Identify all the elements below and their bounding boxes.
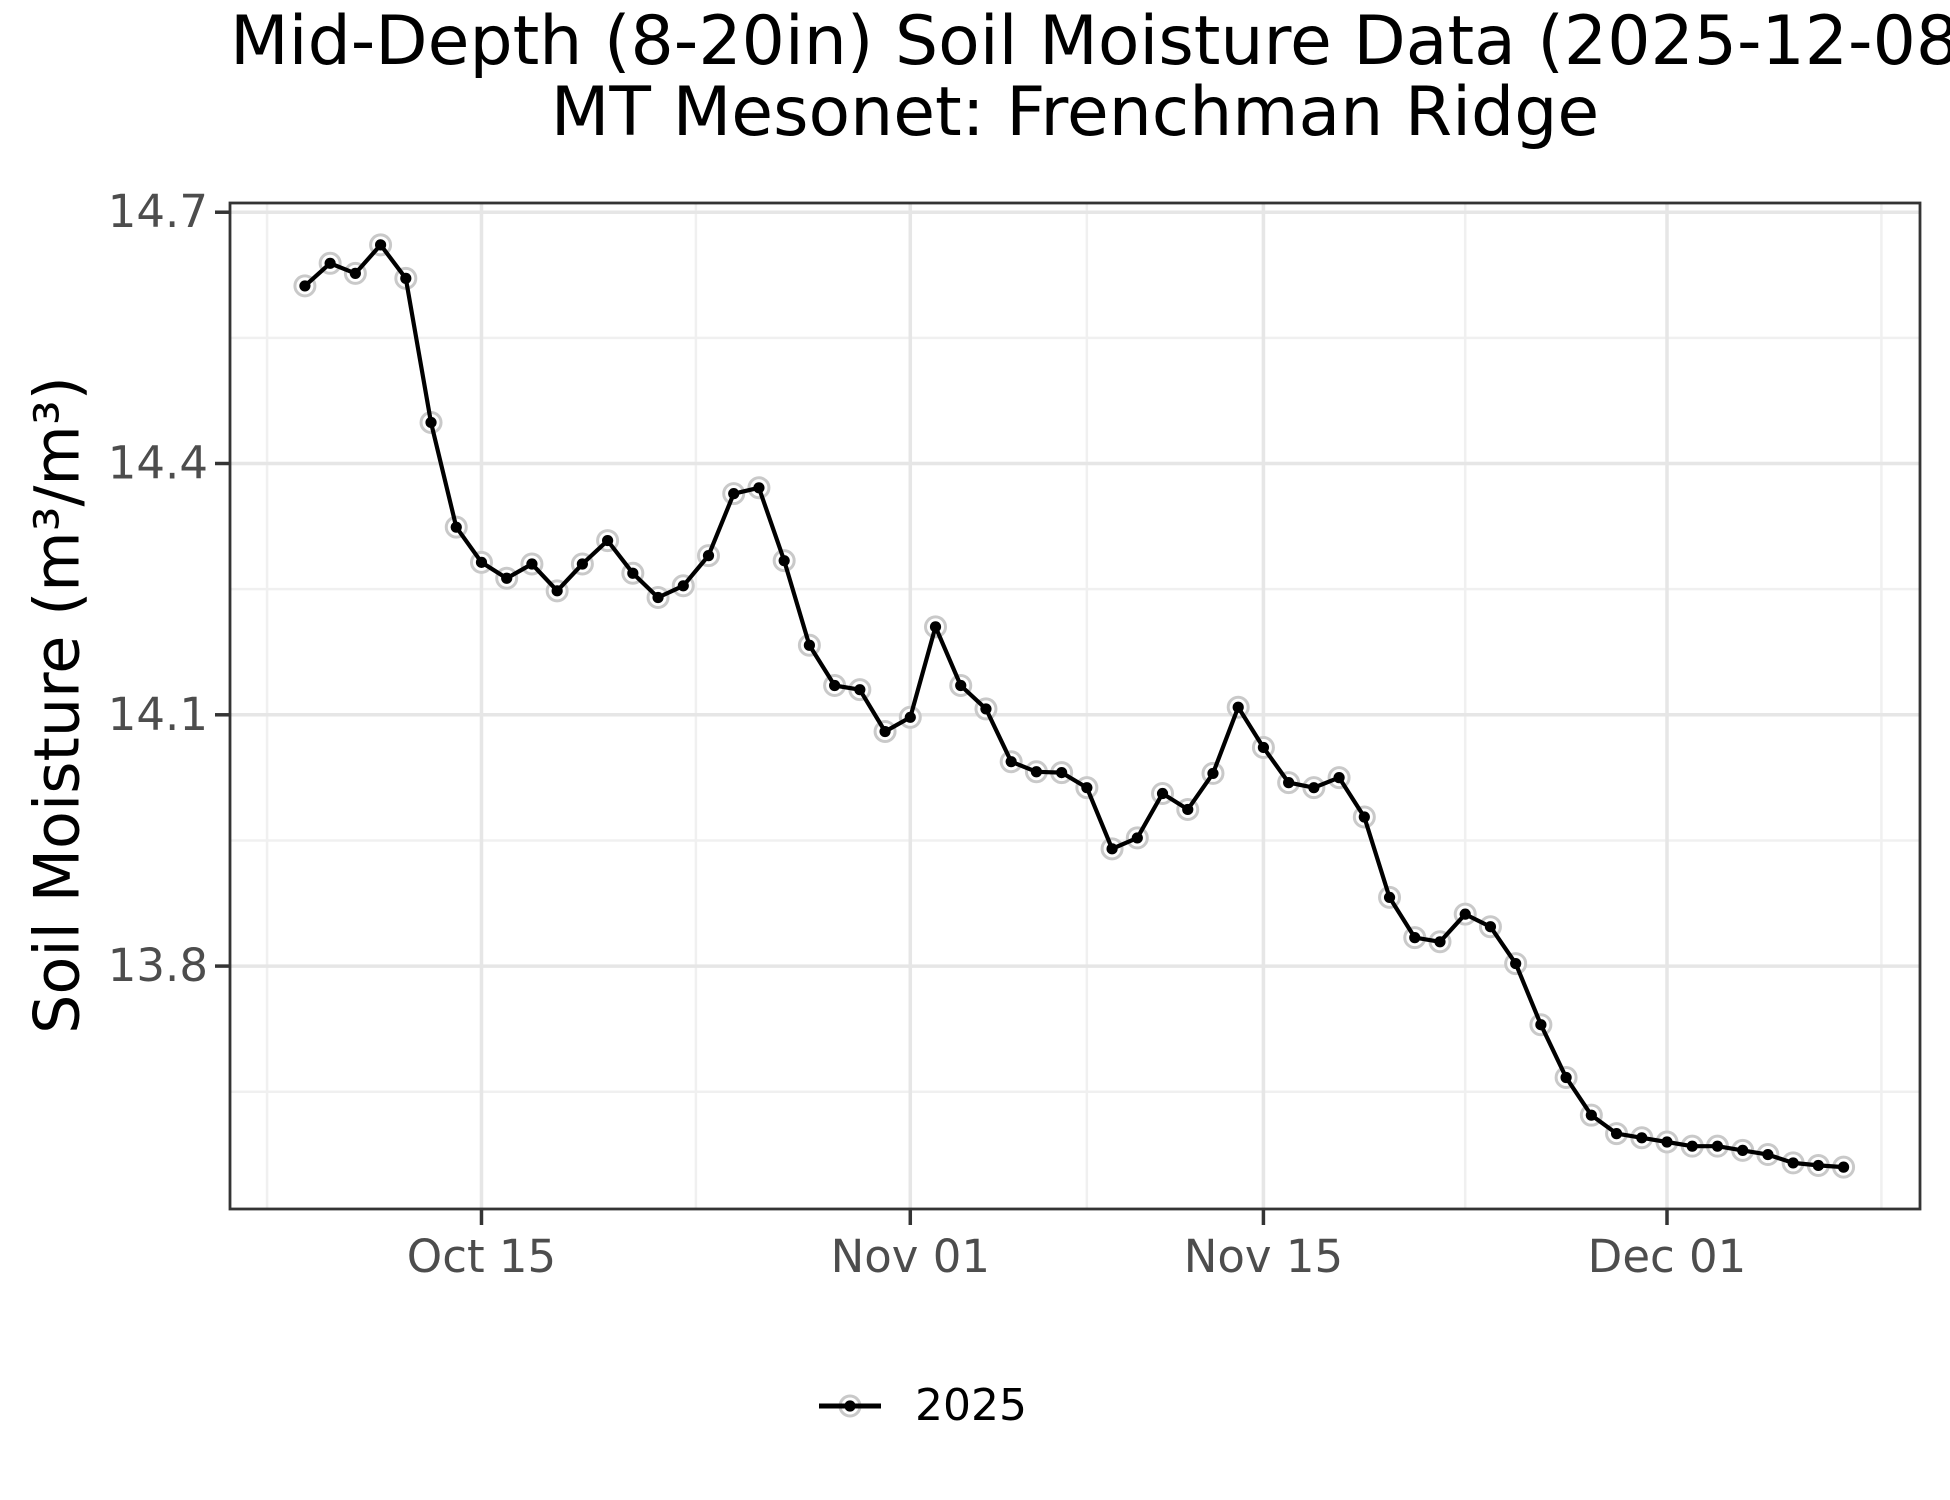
data-point [1459,908,1471,920]
data-point [299,280,311,292]
data-point [1383,891,1396,903]
minor-gridlines [230,203,1920,1209]
data-point [1661,1136,1673,1148]
data-point [450,521,462,533]
chart-subtitle: MT Mesonet: Frenchman Ridge [550,73,1600,152]
data-point [1409,932,1421,944]
series-line [303,242,1844,1170]
panel-background [230,203,1920,1209]
data-point [1762,1148,1774,1161]
legend-key [819,1394,882,1418]
title-block: Mid-Depth (8-20in) Soil Moisture Data (2… [230,2,1950,152]
data-point [627,567,639,579]
data-point [1333,772,1345,784]
data-point [400,272,412,284]
data-point [829,679,841,692]
data-point [980,703,992,715]
data-point [475,556,488,568]
legend-label: 2025 [915,1380,1027,1431]
panel-rect [230,203,1920,1209]
data-point [1106,843,1118,855]
panel-frame [228,201,1922,1211]
data-point [1005,756,1017,768]
data-point [1812,1159,1824,1172]
y-tick-label: 14.4 [108,437,208,490]
data-point [753,482,765,494]
data-point [677,580,689,592]
axis-ticks [215,210,1669,1225]
data-point [324,257,336,269]
data-point [526,558,538,570]
data-point [1434,936,1446,948]
data-point [1636,1132,1648,1144]
data-point [955,679,967,692]
panel-border [228,201,1922,1211]
data-point [349,267,361,279]
data-point [1131,832,1143,844]
data-point [1610,1128,1623,1140]
point-markers [299,239,1850,1173]
major-gridlines [230,203,1920,1209]
data-point [1686,1140,1698,1152]
data-point [929,621,942,633]
data-point [1484,921,1497,933]
data-point [1585,1109,1597,1121]
data-point [602,534,614,547]
data-point [1182,803,1194,816]
data-point [374,239,387,251]
x-tick-label: Nov 15 [1184,1230,1343,1283]
data-point [702,550,715,562]
data-point [1787,1157,1799,1169]
data-point [501,572,513,584]
data-point [1257,741,1270,754]
data-point [1837,1161,1850,1173]
data-point [1081,782,1093,794]
series-lines [303,242,1844,1170]
chart-title: Mid-Depth (8-20in) Soil Moisture Data (2… [230,2,1950,81]
data-point [652,591,664,604]
data-point [1711,1140,1724,1152]
data-point [904,711,916,723]
x-tick-label: Dec 01 [1588,1230,1747,1283]
data-point [1232,701,1244,713]
data-point [1283,777,1295,789]
x-tick-label: Oct 15 [407,1230,556,1283]
data-point [1030,766,1043,778]
data-point [1737,1144,1749,1156]
data-point [803,639,815,651]
data-point [1358,811,1370,823]
data-point [1535,1019,1547,1031]
data-point [1560,1071,1572,1084]
data-point [854,684,866,696]
legend: 2025 [819,1378,1027,1434]
legend-key-point-icon [844,1400,856,1412]
data-point [425,416,437,429]
data-point [778,555,790,567]
data-point [1156,787,1169,800]
y-tick-label: 13.8 [108,939,208,992]
axis-tick-labels: 14.7 14.4 14.1 13.8 Oct 15 Nov 01 Nov 15 Dec 01 [108,185,1747,1283]
data-point [551,585,563,597]
x-tick-label: Nov 01 [831,1230,990,1283]
data-point [1056,766,1068,779]
data-point [576,558,588,570]
y-tick-label: 14.7 [108,185,208,238]
y-tick-label: 14.1 [108,688,208,741]
data-point [1207,767,1219,780]
data-point [1308,782,1320,794]
data-point [1510,957,1522,970]
data-point [728,488,740,500]
data-point [879,725,891,738]
